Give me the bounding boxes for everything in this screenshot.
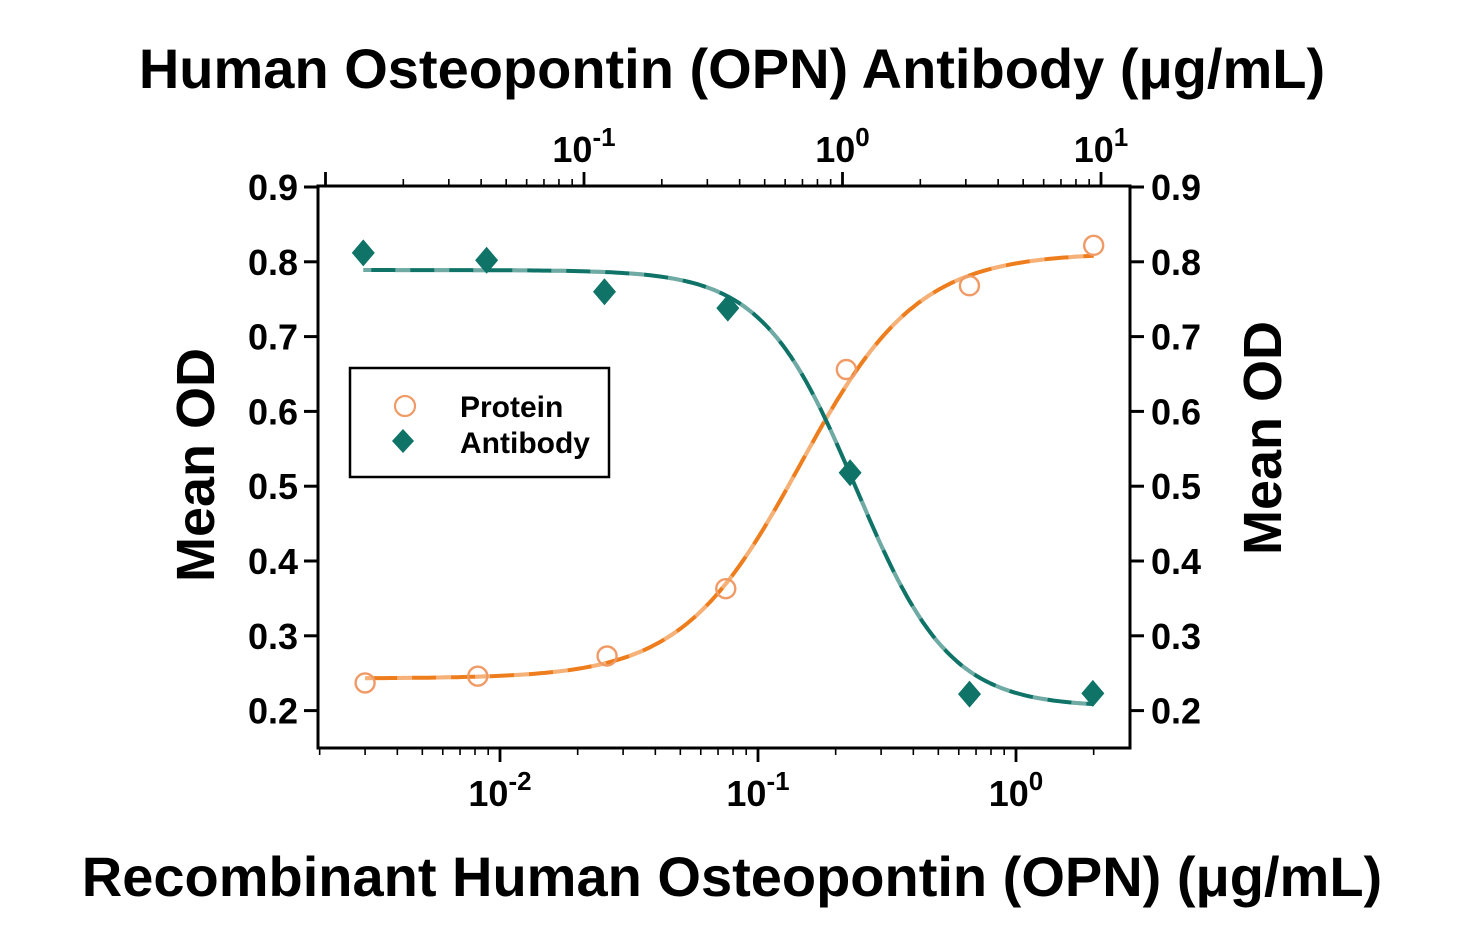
left-tick-label: 0.5 [248, 466, 298, 507]
right-tick-label: 0.7 [1151, 317, 1201, 358]
legend: Protein Antibody [348, 366, 611, 479]
right-tick-label: 0.2 [1151, 691, 1201, 732]
antibody-data-point [716, 294, 740, 322]
bottom-tick-label: 100 [989, 766, 1044, 814]
axis-ticks: 0.9 0.9 0.8 0.8 0.7 0.7 0.6 0.6 0.5 0.5 0.4 0.4 0.3 0… [248, 122, 1201, 814]
data-points [351, 234, 1105, 708]
antibody-data-point [351, 239, 375, 267]
antibody-data-point [958, 680, 982, 708]
antibody-data-point [475, 246, 499, 274]
antibody-data-point [592, 278, 616, 306]
top-axis-title: Human Osteopontin (OPN) Antibody (μg/mL) [139, 37, 1325, 100]
left-tick-label: 0.6 [248, 391, 298, 432]
right-tick-label: 0.4 [1151, 541, 1201, 582]
right-tick-label: 0.5 [1151, 466, 1201, 507]
right-tick-label: 0.8 [1151, 242, 1201, 283]
protein-data-point [715, 577, 737, 600]
protein-data-point [835, 358, 858, 381]
protein-data-point [1082, 234, 1105, 257]
antibody-data-point [838, 459, 862, 487]
bottom-axis-title: Recombinant Human Osteopontin (OPN) (μg/… [82, 845, 1382, 908]
fit-curves [363, 253, 1094, 707]
protein-data-point [958, 275, 981, 297]
right-tick-label: 0.9 [1151, 167, 1201, 208]
bottom-tick-label: 10-1 [726, 766, 789, 814]
left-tick-label: 0.4 [248, 541, 298, 582]
right-tick-label: 0.3 [1151, 616, 1201, 657]
bottom-tick-label: 10-2 [468, 766, 531, 814]
top-tick-label: 101 [1074, 122, 1129, 170]
right-tick-label: 0.6 [1151, 391, 1201, 432]
antibody-data-point [1081, 679, 1105, 707]
legend-label-antibody: Antibody [460, 427, 590, 460]
plot-frame [316, 184, 1132, 750]
top-tick-label: 10-1 [552, 122, 615, 170]
protein-data-point [467, 665, 489, 687]
left-tick-label: 0.9 [248, 167, 298, 208]
fit-curve-antibody [363, 268, 1094, 707]
right-axis-title: Mean OD [1233, 321, 1293, 555]
left-tick-label: 0.3 [248, 616, 298, 657]
protein-data-point [596, 645, 618, 667]
legend-label-protein: Protein [460, 391, 563, 424]
left-tick-label: 0.8 [248, 242, 298, 283]
fit-curve-overlay-antibody [363, 268, 1094, 707]
legend-antibody-marker-icon [392, 429, 414, 453]
left-tick-label: 0.2 [248, 691, 298, 732]
legend-protein-marker-icon [393, 394, 417, 418]
protein-data-point [354, 672, 376, 694]
legend-box [348, 366, 611, 479]
left-axis-title: Mean OD [166, 348, 226, 582]
left-tick-label: 0.7 [248, 317, 298, 358]
top-tick-label: 100 [815, 122, 870, 170]
